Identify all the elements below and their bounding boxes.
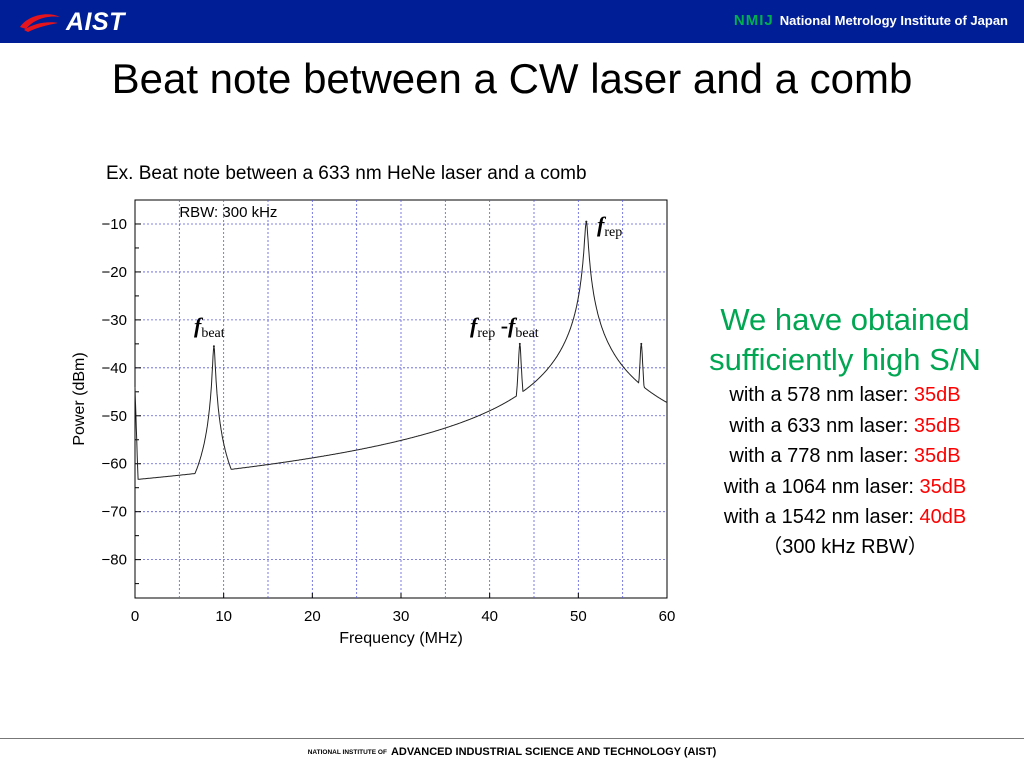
- y-tick-label: −70: [102, 504, 127, 521]
- result-item: with a 578 nm laser: 35dB: [729, 384, 961, 406]
- plot-frame: [134, 199, 668, 599]
- headline-line-2: sufficiently high S/N: [709, 342, 981, 377]
- label-f: f: [508, 313, 518, 338]
- peak-point: [518, 342, 521, 345]
- nmij-brand: NMIJ National Metrology Institute of Jap…: [734, 12, 1008, 29]
- x-tick-label: 30: [393, 608, 410, 625]
- nmij-logo: NMIJ: [733, 12, 774, 29]
- y-tick-label: −60: [102, 456, 127, 473]
- aist-swoosh-icon: [20, 14, 60, 32]
- spectrum-trace: [134, 221, 668, 480]
- header-bar: AIST NMIJ National Metrology Institute o…: [0, 0, 1024, 43]
- label-subscript: rep: [604, 225, 622, 240]
- y-tick-label: −40: [102, 360, 127, 377]
- x-tick-label: 50: [570, 608, 587, 625]
- label-f: f: [470, 313, 480, 338]
- results-panel: We have obtained sufficiently high S/N w…: [676, 300, 1014, 561]
- label-f: f: [194, 313, 204, 338]
- result-item: with a 1542 nm laser: 40dB: [723, 506, 967, 528]
- page-title: Beat note between a CW laser and a comb: [111, 55, 913, 102]
- result-item: with a 778 nm laser: 35dB: [729, 445, 961, 467]
- label-subscript: beat: [201, 326, 224, 341]
- rbw-annotation: RBW: 300 kHz: [179, 204, 277, 221]
- headline-line-1: We have obtained: [720, 302, 970, 337]
- peak-label-f-beat: fbeat: [194, 313, 225, 341]
- x-tick-label: 10: [215, 608, 232, 625]
- label-f: f: [597, 212, 607, 237]
- footer-main: ADVANCED INDUSTRIAL SCIENCE AND TECHNOLO…: [390, 746, 717, 758]
- result-item: with a 633 nm laser: 35dB: [729, 414, 961, 437]
- peak-label-f-rep-minus-f-beat: frep -fbeat: [470, 313, 539, 341]
- label-subscript: beat: [515, 326, 538, 341]
- y-tick-label: −80: [102, 552, 127, 569]
- institute-name: National Metrology Institute of Japan: [779, 13, 1008, 28]
- x-axis-label: Frequency (MHz): [339, 630, 463, 647]
- footer-prefix: NATIONAL INSTITUTE OF: [307, 748, 387, 756]
- x-tick-label: 60: [659, 608, 676, 625]
- x-tick-label: 0: [131, 608, 139, 625]
- label-operator: -: [495, 313, 508, 338]
- aist-logo: AIST: [18, 8, 125, 36]
- aist-logo-text: AIST: [66, 7, 125, 36]
- peak-point: [585, 220, 588, 223]
- x-tick-label: 40: [481, 608, 498, 625]
- rbw-note: （300 kHz RBW）: [762, 535, 928, 558]
- footer-divider: [0, 738, 1024, 739]
- chart-caption: Ex. Beat note between a 633 nm HeNe lase…: [106, 163, 587, 184]
- footer: NATIONAL INSTITUTE OF ADVANCED INDUSTRIAL…: [0, 746, 1024, 758]
- y-tick-label: −20: [102, 264, 127, 281]
- y-tick-label: −10: [102, 216, 127, 233]
- x-tick-label: 20: [304, 608, 321, 625]
- result-item: with a 1064 nm laser: 35dB: [723, 475, 967, 498]
- peak-point: [212, 345, 215, 348]
- label-subscript: rep: [477, 326, 495, 341]
- spectrum-chart: 0 10 20 30 40 50 60 −80 −70 −60 −50 −40 −30 −20 −10 Fre…: [71, 199, 676, 647]
- results-list: with a 578 nm laser: 35dB with a 633 nm …: [676, 380, 1014, 533]
- peak-label-f-rep: frep: [597, 212, 622, 240]
- y-axis-label: Power (dBm): [71, 352, 88, 445]
- y-tick-label: −50: [102, 408, 127, 425]
- y-tick-label: −30: [102, 312, 127, 329]
- peak-point: [640, 342, 643, 345]
